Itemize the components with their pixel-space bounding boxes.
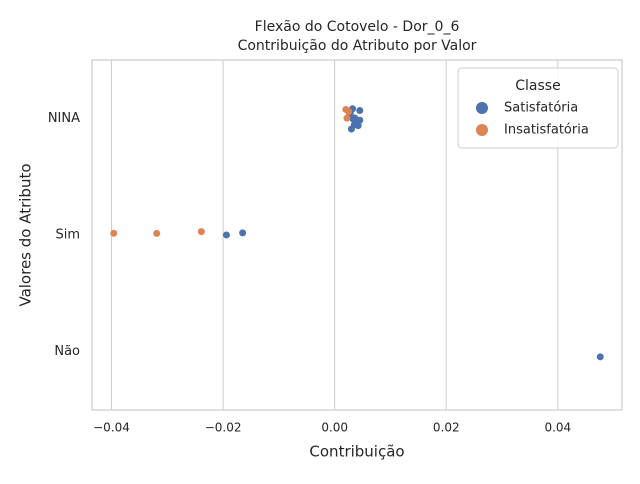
data-point <box>222 231 230 239</box>
x-tick-label: −0.04 <box>93 421 130 435</box>
legend-label: Insatisfatória <box>504 123 589 138</box>
y-tick-label: NINA <box>48 111 80 126</box>
data-point <box>343 114 351 122</box>
x-axis-label: Contribuição <box>309 443 404 461</box>
chart-subtitle: Contribuição do Atributo por Valor <box>238 38 477 54</box>
data-point <box>110 229 118 237</box>
data-point <box>197 228 205 236</box>
x-tick-label: 0.00 <box>321 421 348 435</box>
y-tick-label: Não <box>54 344 80 359</box>
data-point <box>596 353 604 361</box>
legend-marker <box>476 124 488 136</box>
data-point <box>342 105 350 113</box>
chart-title: Flexão do Cotovelo - Dor_0_6 <box>255 19 460 35</box>
y-axis-label: Valores do Atributo <box>17 163 35 306</box>
y-tick-label: Sim <box>55 228 80 243</box>
x-tick-label: −0.02 <box>205 421 242 435</box>
x-tick-label: 0.02 <box>433 421 460 435</box>
legend-marker <box>476 102 488 114</box>
data-point <box>356 107 364 115</box>
x-tick-label: 0.04 <box>544 421 571 435</box>
data-point <box>153 229 161 237</box>
legend-title: Classe <box>515 78 560 94</box>
data-point <box>354 122 362 130</box>
data-point <box>351 114 359 122</box>
plot-frame <box>91 59 623 411</box>
legend-box <box>457 67 619 149</box>
data-point <box>239 229 247 237</box>
legend-label: Satisfatória <box>504 101 578 116</box>
